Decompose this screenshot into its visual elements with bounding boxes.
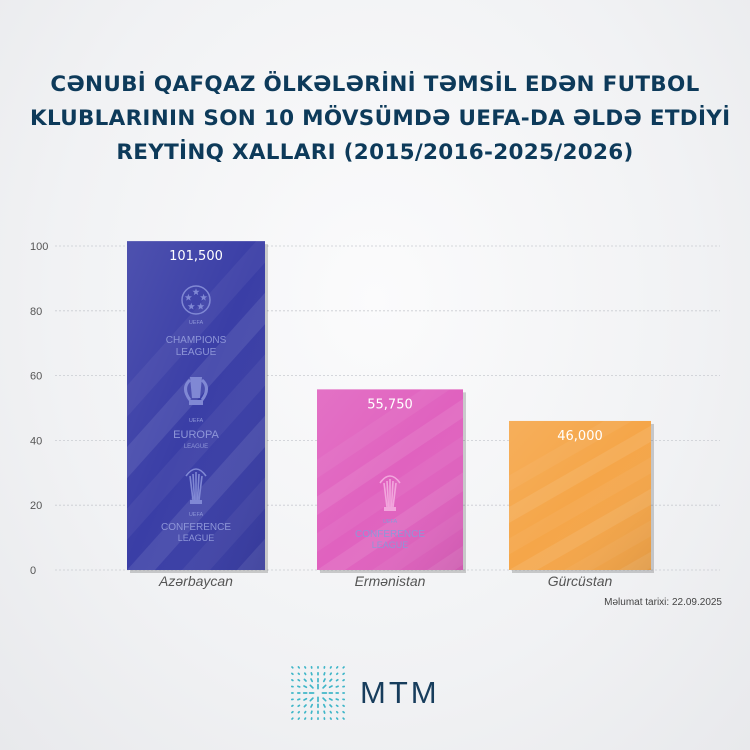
y-tick-label: 0: [30, 565, 36, 577]
value-label: 101,500: [169, 249, 223, 264]
value-label: 55,750: [367, 397, 413, 412]
brand-name: MTM: [360, 675, 440, 710]
mtm-starburst-icon: [290, 665, 346, 721]
y-tick-label: 20: [30, 500, 42, 512]
starball-icon: [181, 285, 211, 315]
labels: 101,500 Azərbaycan 55,750 Ermənistan 46,000 G…: [158, 249, 612, 589]
title-line-1: CƏNUBİ QAFQAZ ÖLKƏLƏRİNİ TƏMSİL EDƏN FUT…: [50, 72, 700, 97]
uecl-league-text-am: LEAGUE: [372, 540, 409, 550]
title-line-2: KLUBLARININ SON 10 MÖVSÜMDƏ UEFA-DA ƏLDƏ…: [30, 106, 731, 131]
chart-title: CƏNUBİ QAFQAZ ÖLKƏLƏRİNİ TƏMSİL EDƏN FUT…: [30, 68, 731, 170]
uecl-uefa-text-am: UEFA: [383, 519, 398, 525]
ucl-league-text: LEAGUE: [176, 347, 217, 358]
bars: [127, 241, 654, 573]
y-tick-label: 100: [30, 241, 48, 253]
value-label: 46,000: [557, 429, 603, 444]
category-label: Azərbaycan: [158, 573, 233, 589]
uecl-name-text-az: CONFERENCE: [161, 522, 231, 533]
bar-sheen: [509, 420, 651, 570]
uecl-uefa-text-az: UEFA: [189, 512, 204, 518]
conference-trophy-icon: [379, 475, 401, 511]
category-label: Gürcüstan: [548, 573, 613, 589]
uel-uefa-text: UEFA: [189, 418, 204, 424]
uefa-logos: UEFACHAMPIONSLEAGUEUEFAEUROPALEAGUEUEFAC…: [161, 285, 425, 550]
uecl-name-text-am: CONFERENCE: [355, 529, 425, 540]
ucl-uefa-text: UEFA: [189, 320, 204, 326]
y-tick-label: 80: [30, 306, 42, 318]
y-tick-label: 60: [30, 371, 42, 383]
bar-sheen: [127, 241, 265, 570]
uecl-league-text-az: LEAGUE: [178, 533, 215, 543]
source-note: Məlumat tarixi: 22.09.2025: [604, 597, 722, 608]
y-tick-label: 40: [30, 435, 42, 447]
category-label: Ermənistan: [355, 573, 426, 589]
ucl-name-text: CHAMPIONS: [166, 335, 227, 346]
uel-name-text: EUROPA: [173, 429, 219, 441]
brand-logo: MTM: [288, 662, 440, 724]
conference-trophy-icon: [185, 468, 207, 504]
title-line-3: REYTİNQ XALLARI (2015/2016-2025/2026): [116, 140, 634, 165]
europa-trophy-icon: [184, 377, 208, 405]
uel-league-text: LEAGUE: [184, 444, 208, 450]
